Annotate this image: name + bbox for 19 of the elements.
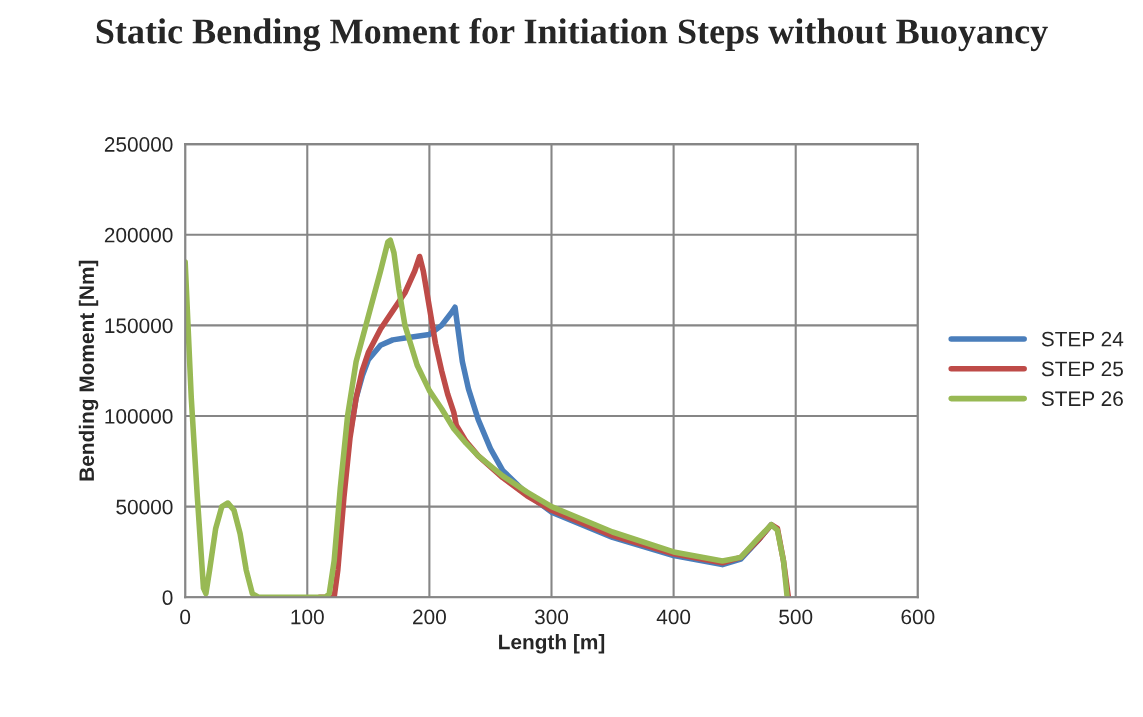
y-tick-label: 200000 xyxy=(104,227,173,243)
y-tick-label: 100000 xyxy=(105,409,173,424)
chart-title: Static Bending Moment for Initiation Steps without Buoyancy xyxy=(96,17,1048,52)
y-tick-label: 250000 xyxy=(104,137,173,152)
x-tick-label: 0 xyxy=(180,609,191,625)
y-tick-label: 50000 xyxy=(116,499,173,515)
x-tick-label: 600 xyxy=(901,609,935,625)
y-axis-title: Bending Moment [Nm] xyxy=(78,260,99,481)
x-axis-title: Length [m] xyxy=(499,634,605,654)
legend-label: STEP 26 xyxy=(1041,391,1123,407)
x-tick-label: 100 xyxy=(291,609,324,625)
y-tick-label: 150000 xyxy=(105,318,173,334)
legend-label: STEP 25 xyxy=(1041,361,1123,377)
x-tick-label: 500 xyxy=(779,609,813,625)
x-tick-label: 200 xyxy=(413,609,446,625)
legend-label: STEP 24 xyxy=(1041,331,1124,347)
x-tick-label: 300 xyxy=(534,609,569,625)
x-tick-label: 400 xyxy=(656,609,691,625)
y-tick-label: 0 xyxy=(162,590,173,606)
